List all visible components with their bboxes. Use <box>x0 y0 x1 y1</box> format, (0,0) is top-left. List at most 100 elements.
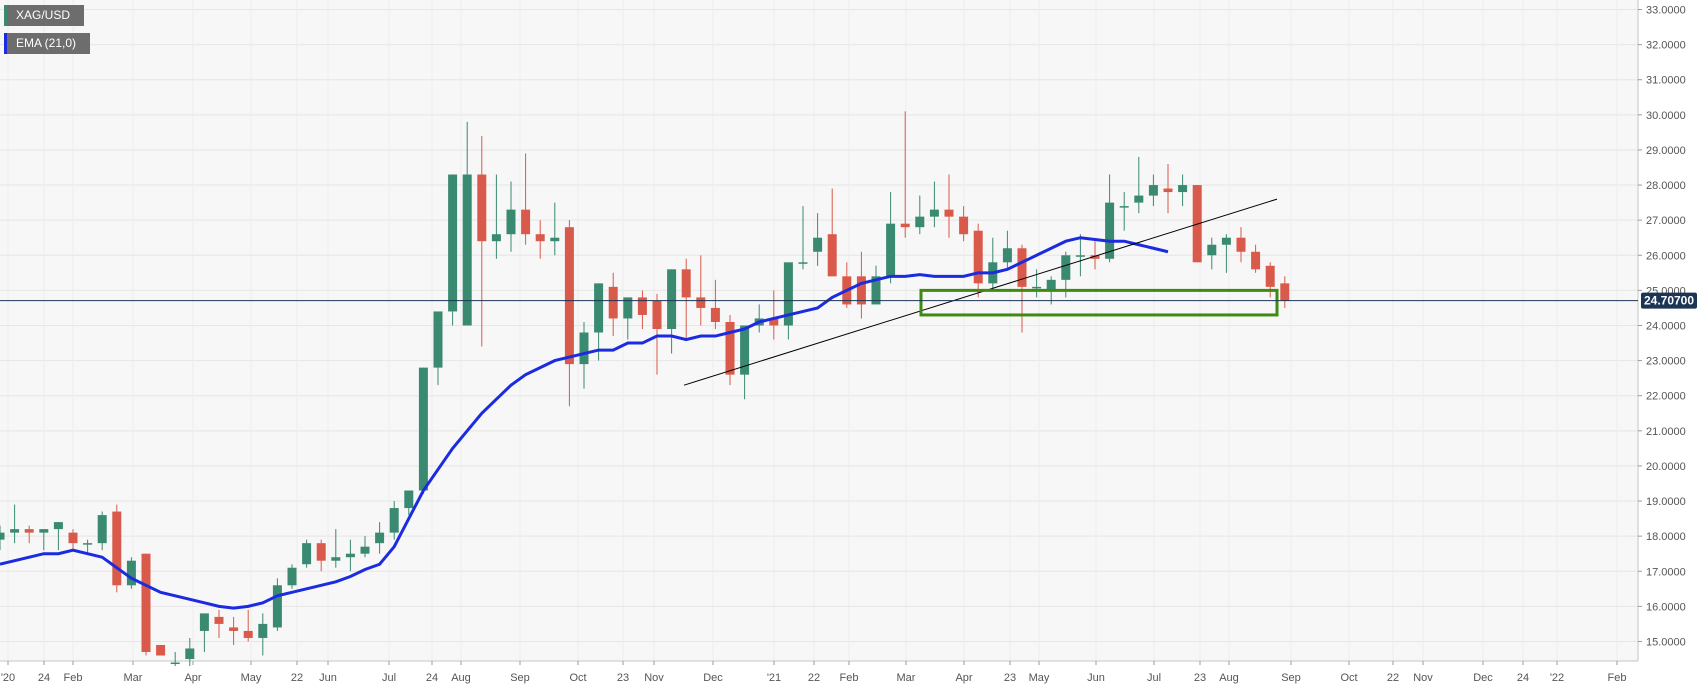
candle-body <box>594 283 604 333</box>
candle-body <box>1280 283 1290 301</box>
candle <box>769 290 779 340</box>
y-tick-label: 17.0000 <box>1646 566 1686 578</box>
y-tick-label: 31.0000 <box>1646 75 1686 87</box>
plot-area[interactable] <box>0 0 1638 661</box>
candle-body <box>506 209 516 235</box>
candle-body <box>652 300 662 329</box>
y-tick-label: 33.0000 <box>1646 5 1686 17</box>
grid-lines <box>0 0 1638 661</box>
candle <box>1017 244 1027 333</box>
candle <box>856 251 866 319</box>
x-tick-label: Jun <box>319 672 337 684</box>
candle <box>345 539 355 572</box>
x-tick-label: Aug <box>1219 672 1239 684</box>
candle-body <box>827 234 837 277</box>
y-tick-label: 30.0000 <box>1646 110 1686 122</box>
candle-body <box>404 490 414 509</box>
candle <box>1134 156 1144 214</box>
candle <box>1178 174 1188 207</box>
candle <box>477 135 487 347</box>
candle-body <box>740 325 750 375</box>
candle <box>1207 237 1217 270</box>
legend-symbol[interactable]: XAG/USD <box>4 5 84 26</box>
candle-body <box>783 262 793 326</box>
candle <box>740 325 750 400</box>
candle-body <box>141 553 151 652</box>
price-axis[interactable]: 15.0000 16.0000 17.0000 18.0000 19.0000 20.00… <box>1638 5 1686 649</box>
candle-body <box>243 630 253 638</box>
candle-body <box>1032 286 1042 289</box>
candle <box>886 192 896 284</box>
candle-body <box>1017 248 1027 287</box>
candle <box>652 293 662 375</box>
y-tick-label: 18.0000 <box>1646 531 1686 543</box>
candle <box>564 220 574 407</box>
candle-body <box>112 511 122 586</box>
candle-body <box>316 543 326 561</box>
candle <box>404 490 414 516</box>
x-tick-label: Nov <box>644 672 664 684</box>
legend-symbol-label: XAG/USD <box>16 8 71 22</box>
candle-body <box>856 276 866 305</box>
candle <box>448 174 458 326</box>
x-tick-label: '20 <box>1 672 15 684</box>
candle <box>973 223 983 298</box>
candle <box>214 609 224 638</box>
x-tick-label: Dec <box>703 672 723 684</box>
candle-body <box>258 623 268 638</box>
x-tick-label: Jul <box>1147 672 1161 684</box>
candle <box>608 272 618 337</box>
candle <box>667 269 677 354</box>
last-price-tag: 24.70700 <box>1641 292 1697 309</box>
candle-body <box>1046 279 1056 291</box>
candle-body <box>1090 255 1100 259</box>
candle <box>535 220 545 259</box>
candle <box>243 609 253 642</box>
candle-body <box>331 557 341 561</box>
candle-body <box>1061 255 1071 280</box>
candle-body <box>24 529 34 533</box>
candle <box>418 367 428 495</box>
candle-body <box>229 627 239 631</box>
y-tick-label: 16.0000 <box>1646 601 1686 613</box>
candle-body <box>1134 195 1144 203</box>
legend-ema-label: EMA (21,0) <box>16 36 77 50</box>
y-tick-label: 22.0000 <box>1646 391 1686 403</box>
candle-body <box>871 276 881 305</box>
candle-body <box>185 648 195 660</box>
legend-symbol-swatch <box>4 5 7 26</box>
x-tick-label: Feb <box>840 672 859 684</box>
y-tick-label: 26.0000 <box>1646 250 1686 262</box>
candle <box>1236 227 1246 263</box>
x-tick-label: Dec <box>1473 672 1493 684</box>
candle-body <box>637 297 647 315</box>
candle <box>316 539 326 572</box>
candle <box>491 174 501 259</box>
candle <box>550 202 560 256</box>
x-tick-label: 23 <box>617 672 629 684</box>
x-tick-label: Sep <box>510 672 530 684</box>
candle-body <box>477 174 487 242</box>
candle <box>141 553 151 656</box>
y-tick-label: 27.0000 <box>1646 215 1686 227</box>
trendline <box>683 198 1278 386</box>
candle-body <box>681 269 691 298</box>
candle-body <box>944 209 954 217</box>
candle <box>1090 241 1100 270</box>
candle <box>1163 163 1173 214</box>
y-tick-label: 29.0000 <box>1646 145 1686 157</box>
legend-ema[interactable]: EMA (21,0) <box>4 33 90 54</box>
candle-body <box>170 662 180 665</box>
candle-body <box>929 209 939 217</box>
candle <box>959 206 969 242</box>
ema-line <box>0 236 1169 610</box>
candle-body <box>0 532 5 540</box>
x-tick-label: 23 <box>1194 672 1206 684</box>
last-price-label: 24.70700 <box>1644 294 1694 308</box>
time-axis[interactable]: '20 24 Feb Mar Apr May 22 Jun Jul 24 Aug Sep Oct 23 No… <box>1 661 1627 684</box>
x-tick-label: Feb <box>1608 672 1627 684</box>
candle-body <box>360 546 370 554</box>
candle <box>798 206 808 270</box>
candle-body <box>1221 237 1231 245</box>
